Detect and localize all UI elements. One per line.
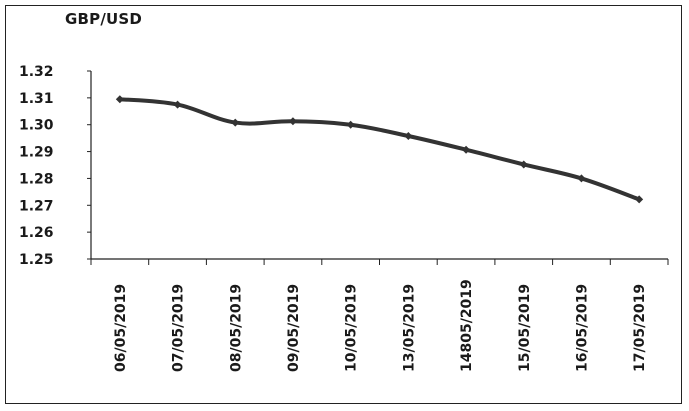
data-point-marker [519,160,528,169]
y-tick-label: 1.30 [19,118,54,134]
series-group [115,95,644,204]
x-tick-label: 08/05/2019 [228,284,244,372]
y-axis-ticks: 1.32 1.31 1.30 1.29 1.28 1.27 1.26 1.25 [19,64,91,268]
y-tick-label: 1.25 [19,252,54,268]
data-point-marker [462,145,471,154]
chart-title: GBP/USD [65,10,143,28]
x-tick-label: 09/05/2019 [286,284,302,372]
y-tick-label: 1.31 [19,91,54,107]
y-tick-label: 1.27 [19,198,54,214]
x-axis-ticks: 06/05/2019 07/05/2019 08/05/2019 09/05/2019… [90,259,669,372]
x-tick-label: 17/05/2019 [632,284,648,372]
x-tick-label: 14805/2019 [459,279,475,372]
data-point-marker [231,118,240,127]
x-tick-label: 13/05/2019 [401,284,417,372]
chart-frame [5,5,682,404]
y-tick-label: 1.26 [19,225,54,241]
data-point-marker [173,100,182,109]
data-point-marker [346,120,355,129]
data-point-marker [404,131,413,140]
y-tick-label: 1.29 [19,145,54,161]
x-tick-label: 06/05/2019 [113,284,129,372]
x-tick-label: 15/05/2019 [517,284,533,372]
x-tick-label: 16/05/2019 [574,284,590,372]
x-tick-label: 10/05/2019 [344,284,360,372]
y-tick-label: 1.32 [19,64,54,80]
data-point-marker [115,95,124,104]
data-point-marker [288,117,297,126]
data-point-marker [635,195,644,204]
x-tick-label: 07/05/2019 [171,284,187,372]
axes [90,71,668,260]
y-tick-label: 1.28 [19,171,54,187]
series-line [117,97,642,202]
data-point-marker [577,174,586,183]
